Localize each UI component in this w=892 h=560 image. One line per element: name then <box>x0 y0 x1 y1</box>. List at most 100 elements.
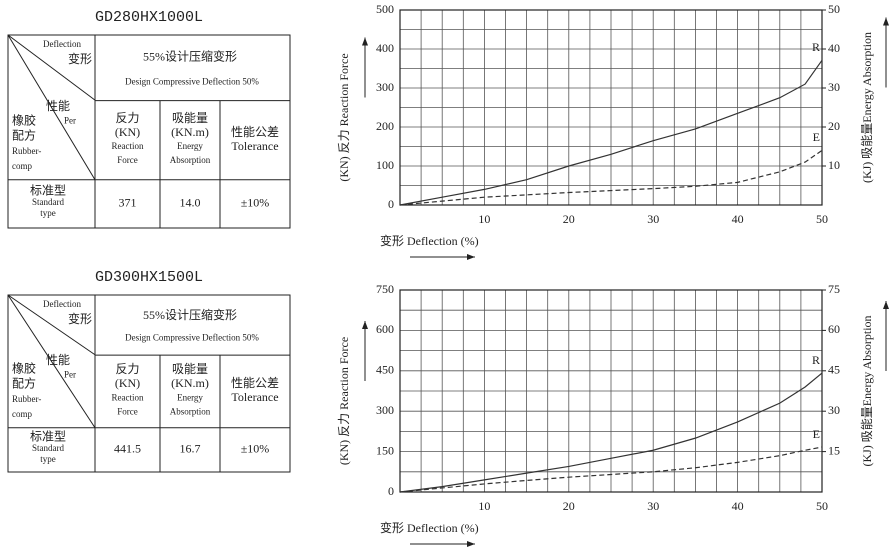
y2-tick-label: 15 <box>828 443 840 457</box>
x-tick-label: 40 <box>732 212 744 226</box>
y2-axis-label: (KJ) 吸能量Energy Absorption <box>860 32 874 183</box>
series-line <box>399 446 823 493</box>
text: comp <box>12 409 32 419</box>
series-line <box>399 59 823 206</box>
y-axis-label: (KN) 反力 Reaction Force <box>337 337 351 465</box>
text: type <box>40 208 56 218</box>
table-cell: ±10% <box>241 196 270 210</box>
table-cell: 371 <box>119 196 137 210</box>
rule <box>7 294 96 356</box>
text: Tolerance <box>231 390 278 404</box>
text: 反力 <box>115 362 139 376</box>
text: Tolerance <box>231 139 278 153</box>
y2-tick-label: 75 <box>828 282 840 296</box>
rule <box>7 294 96 429</box>
y-tick-label: 150 <box>376 443 394 457</box>
y2-tick-label: 30 <box>828 80 840 94</box>
text: (KN) <box>115 125 140 139</box>
x-tick-label: 30 <box>647 212 659 226</box>
table-border <box>7 294 291 473</box>
table-cell: 441.5 <box>114 442 141 456</box>
text: Design Compressive Deflection 50% <box>125 332 259 342</box>
text: 标准型 <box>30 184 66 198</box>
y2-tick-label: 40 <box>828 41 840 55</box>
y-tick-label: 300 <box>376 80 394 94</box>
text: Deflection <box>43 299 81 309</box>
plot-frame <box>399 9 823 206</box>
x-tick-label: 10 <box>478 212 490 226</box>
text: 55%设计压缩变形 <box>143 307 237 322</box>
y-tick-label: 750 <box>376 282 394 296</box>
x-axis-label: 变形 Deflection (%) <box>380 233 479 248</box>
y2-tick-label: 50 <box>828 2 840 16</box>
y-tick-label: 500 <box>376 2 394 16</box>
y-tick-label: 400 <box>376 41 394 55</box>
text: (KN.m) <box>171 376 209 390</box>
series-label: E <box>813 427 820 441</box>
text: type <box>40 454 56 464</box>
text: Rubber- <box>12 146 41 156</box>
text: 配方 <box>12 128 36 143</box>
y-tick-label: 450 <box>376 363 394 377</box>
x-tick-label: 10 <box>478 499 490 513</box>
text: 性能公差 <box>231 376 279 390</box>
text: 吸能量 <box>172 111 208 125</box>
text: Standard <box>32 443 64 453</box>
text: 橡胶 <box>12 361 36 376</box>
text: Design Compressive Deflection 50% <box>125 76 259 86</box>
text: Force <box>117 155 138 165</box>
y2-tick-label: 60 <box>828 322 840 336</box>
text: (KN.m) <box>171 125 209 139</box>
rule <box>7 34 96 181</box>
x-tick-label: 50 <box>816 212 828 226</box>
text: 变形 <box>68 51 92 66</box>
text: 性能 <box>46 99 70 113</box>
series-line <box>399 149 823 206</box>
text: Deflection <box>43 39 81 49</box>
text: Per <box>64 369 76 379</box>
y-axis-label: (KN) 反力 Reaction Force <box>337 53 351 181</box>
text: Energy <box>177 141 203 151</box>
text: Rubber- <box>12 394 41 404</box>
table-title: GD280HX1000L <box>95 9 203 26</box>
text: Energy <box>177 393 203 403</box>
text: Absorption <box>170 407 211 417</box>
x-axis-label: 变形 Deflection (%) <box>380 520 479 535</box>
y2-axis-label: (KJ) 吸能量Energy Absorption <box>860 315 874 466</box>
text: 55%设计压缩变形 <box>143 49 237 64</box>
x-tick-label: 30 <box>647 499 659 513</box>
table-border <box>7 34 291 229</box>
text: 标准型 <box>30 430 66 444</box>
y2-tick-label: 30 <box>828 403 840 417</box>
y-tick-label: 600 <box>376 322 394 336</box>
x-tick-label: 50 <box>816 499 828 513</box>
text: Standard <box>32 197 64 207</box>
table-cell: 14.0 <box>180 196 201 210</box>
text: 性能 <box>46 353 70 367</box>
y-tick-label: 100 <box>376 158 394 172</box>
table-cell: ±10% <box>241 442 270 456</box>
y-tick-label: 0 <box>388 484 394 498</box>
text: 性能公差 <box>231 125 279 139</box>
text: Force <box>117 407 138 417</box>
text: Per <box>64 115 76 125</box>
text: Reaction <box>112 141 144 151</box>
series-line <box>399 372 823 493</box>
y-tick-label: 200 <box>376 119 394 133</box>
text: 变形 <box>68 311 92 326</box>
table-title: GD300HX1500L <box>95 269 203 286</box>
series-label: R <box>812 353 820 367</box>
text: 橡胶 <box>12 113 36 128</box>
series-label: R <box>812 40 820 54</box>
text: 配方 <box>12 376 36 391</box>
x-tick-label: 40 <box>732 499 744 513</box>
plot-frame <box>399 289 823 493</box>
y2-tick-label: 45 <box>828 363 840 377</box>
text: 反力 <box>115 111 139 125</box>
text: 吸能量 <box>172 362 208 376</box>
y-tick-label: 300 <box>376 403 394 417</box>
x-tick-label: 20 <box>563 212 575 226</box>
rule <box>7 34 96 101</box>
text: comp <box>12 161 32 171</box>
